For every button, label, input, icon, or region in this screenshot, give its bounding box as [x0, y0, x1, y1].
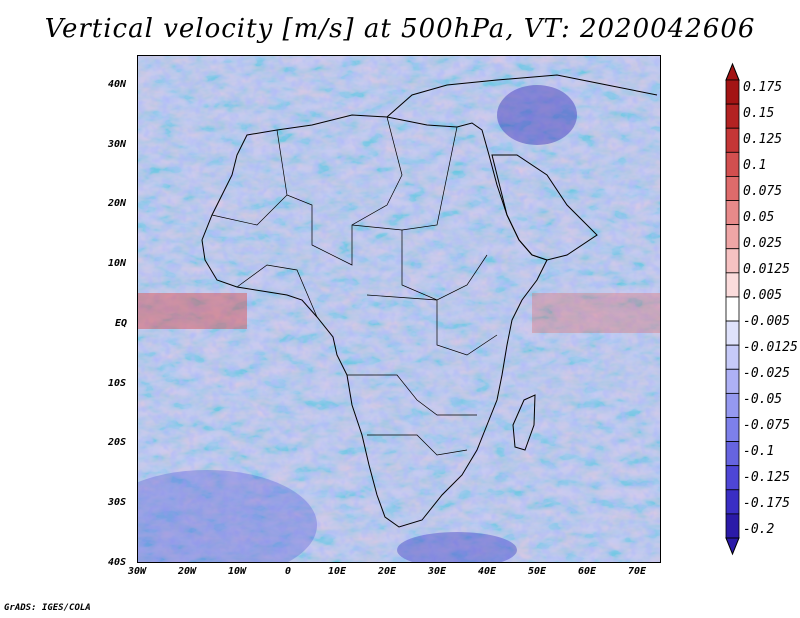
- colorbar-label: -0.075: [743, 418, 790, 433]
- colorbar-label: 0.05: [743, 210, 775, 225]
- colorbar-label: 0.15: [743, 106, 775, 121]
- lat-tick-label: 10S: [108, 378, 127, 389]
- colorbar: [725, 62, 740, 556]
- colorbar-box: [725, 176, 740, 201]
- colorbar-box: [725, 296, 740, 322]
- lon-tick-label: 0: [285, 566, 292, 577]
- madagascar-outline: [512, 394, 536, 451]
- colorbar-label: 0.075: [743, 184, 783, 199]
- colorbar-box: [725, 465, 740, 491]
- colorbar-label: 0.005: [743, 288, 783, 303]
- middle-east-subsidence: [497, 85, 577, 145]
- lat-tick-label: 40S: [108, 557, 127, 568]
- south-atlantic-subsidence: [137, 470, 317, 563]
- lon-tick-label: 40E: [478, 566, 497, 577]
- arabia-outline: [491, 154, 598, 261]
- africa-outline: [201, 114, 548, 528]
- credit-text: GrADS: IGES/COLA: [4, 603, 91, 613]
- colorbar-label: 0.025: [743, 236, 783, 251]
- colorbar-label: -0.1: [743, 444, 775, 459]
- lon-tick-label: 10E: [328, 566, 347, 577]
- colorbar-boxes: [725, 62, 740, 556]
- lat-tick-label: 30S: [108, 497, 127, 508]
- lon-tick-label: 50E: [528, 566, 547, 577]
- map-title: Vertical velocity [m/s] at 500hPa, VT: 2…: [44, 14, 756, 44]
- south-ocean-subsidence: [397, 532, 517, 563]
- colorbar-label: -0.2: [743, 522, 775, 537]
- map-frame: [137, 55, 661, 563]
- map-panel: [137, 55, 661, 563]
- colorbar-box: [725, 392, 740, 418]
- colorbar-label: -0.125: [743, 470, 790, 485]
- colorbar-box: [725, 224, 740, 250]
- colorbar-label: -0.175: [743, 496, 790, 511]
- colorbar-box: [725, 417, 740, 442]
- lat-tick-label: EQ: [115, 318, 128, 329]
- colorbar-box: [725, 344, 740, 370]
- colorbar-box: [725, 320, 740, 346]
- colorbar-label: -0.0125: [743, 340, 798, 355]
- coastlines: [201, 74, 658, 528]
- lat-tick-label: 20N: [108, 198, 127, 209]
- lat-tick-label: 10N: [108, 258, 127, 269]
- colorbar-label: 0.125: [743, 132, 783, 147]
- itcz-band-east: [532, 293, 661, 333]
- colorbar-box: [725, 441, 740, 467]
- field-texture-blue: [137, 55, 661, 563]
- lon-tick-label: 30E: [428, 566, 447, 577]
- colorbar-label: 0.1: [743, 158, 767, 173]
- colorbar-label: 0.175: [743, 80, 783, 95]
- colorbar-box: [725, 103, 740, 129]
- colorbar-arrow-bottom: [725, 537, 740, 556]
- lat-tick-label: 30N: [108, 139, 127, 150]
- lon-tick-label: 20W: [178, 566, 197, 577]
- lon-tick-label: 70E: [628, 566, 647, 577]
- colorbar-box: [725, 513, 740, 539]
- lat-tick-label: 20S: [108, 437, 127, 448]
- country-borders: [211, 116, 498, 456]
- colorbar-label: 0.0125: [743, 262, 790, 277]
- colorbar-label: -0.005: [743, 314, 790, 329]
- vertical-velocity-map: [137, 55, 661, 563]
- colorbar-box: [725, 151, 740, 177]
- colorbar-label: -0.025: [743, 366, 790, 381]
- colorbar-box: [725, 368, 740, 394]
- colorbar-box: [725, 79, 740, 105]
- colorbar-box: [725, 200, 740, 226]
- lon-tick-label: 10W: [228, 566, 247, 577]
- colorbar-box: [725, 272, 740, 298]
- colorbar-box: [725, 248, 740, 274]
- colorbar-box: [725, 127, 740, 153]
- lon-tick-label: 30W: [128, 566, 147, 577]
- colorbar-arrow-top: [725, 62, 740, 81]
- lat-tick-label: 40N: [108, 79, 127, 90]
- colorbar-label: -0.05: [743, 392, 783, 407]
- north-coast: [386, 74, 658, 118]
- colorbar-box: [725, 489, 740, 515]
- lon-tick-label: 20E: [378, 566, 397, 577]
- lon-tick-label: 60E: [578, 566, 597, 577]
- itcz-band-west: [137, 293, 247, 329]
